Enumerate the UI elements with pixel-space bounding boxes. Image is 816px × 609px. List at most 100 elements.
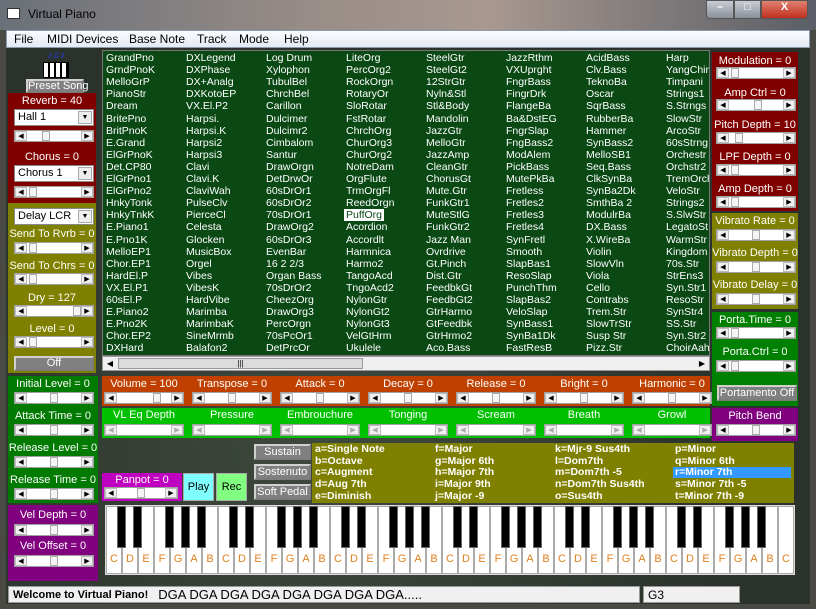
black-key[interactable]: [629, 506, 638, 548]
instrument-item[interactable]: Harmo2: [346, 257, 384, 270]
instrument-item[interactable]: 60sStrng: [666, 136, 709, 149]
scroll-right-icon[interactable]: ▶: [81, 337, 93, 347]
scroll-right-icon[interactable]: ▶: [523, 425, 535, 435]
instrument-item[interactable]: FlangeBa: [506, 100, 551, 113]
instrument-item[interactable]: DX+Analg: [186, 76, 234, 89]
scroll-right-icon[interactable]: ▶: [783, 425, 795, 435]
lpf-depth-slider[interactable]: ◀ ▶: [716, 164, 796, 176]
vel-depth-slider[interactable]: ◀ ▶: [14, 524, 94, 536]
slider-thumb[interactable]: [580, 393, 588, 403]
instrument-item[interactable]: SteelGt2: [426, 64, 467, 77]
scroll-right-icon[interactable]: ▶: [783, 361, 795, 371]
black-key[interactable]: [389, 506, 398, 548]
scroll-right-icon[interactable]: ▶: [783, 133, 795, 143]
instrument-item[interactable]: Accordlt: [346, 233, 384, 246]
instrument-item[interactable]: Strings1: [666, 88, 705, 101]
instrument-item[interactable]: E.Pno1K: [106, 233, 148, 246]
instrument-item[interactable]: Aco.Bass: [426, 342, 471, 355]
instrument-item[interactable]: E.Piano2: [106, 306, 149, 319]
instrument-item[interactable]: 70sDrOr1: [266, 209, 312, 222]
instrument-item[interactable]: FunkGtr1: [426, 197, 470, 210]
instrument-item[interactable]: NylonGtr: [346, 294, 388, 306]
slider-thumb[interactable]: [137, 488, 145, 498]
instrument-item[interactable]: PuffOrg: [344, 209, 384, 222]
scroll-right-icon[interactable]: ▶: [783, 328, 795, 338]
slider-thumb[interactable]: [734, 133, 743, 143]
scroll-left-icon[interactable]: ◀: [457, 425, 469, 435]
black-key[interactable]: [469, 506, 478, 548]
chord-item[interactable]: n=Dom7th Sus4th: [555, 478, 645, 491]
black-key[interactable]: [293, 506, 302, 548]
instrument-item[interactable]: Santur: [266, 148, 297, 161]
instrument-item[interactable]: E.Pno2K: [106, 318, 148, 331]
instrument-item[interactable]: CheezOrg: [266, 294, 314, 306]
instrument-item[interactable]: FstRotar: [346, 112, 387, 125]
instrument-item[interactable]: Nyln&Stl: [426, 88, 467, 101]
instrument-item[interactable]: Smooth: [506, 245, 543, 258]
menu-track[interactable]: Track: [197, 32, 227, 46]
instrument-item[interactable]: SS.Str: [666, 318, 697, 331]
instrument-item[interactable]: ElGrPnoK: [106, 148, 153, 161]
dry-slider[interactable]: ◀ ▶: [14, 305, 94, 317]
instrument-item[interactable]: E.Piano1: [106, 221, 149, 234]
instrument-item[interactable]: ModulrBa: [586, 209, 631, 222]
instrument-item[interactable]: Fretles3: [506, 209, 544, 222]
instrument-item[interactable]: PunchThm: [506, 281, 557, 294]
instrument-item[interactable]: S.Strngs: [666, 100, 707, 113]
scroll-left-icon[interactable]: ◀: [106, 359, 114, 368]
chord-item[interactable]: l=Dom7th: [555, 454, 604, 467]
instrument-item[interactable]: ElGrPno1: [106, 173, 152, 185]
vibrato-rate-slider[interactable]: ◀ ▶: [716, 229, 796, 241]
black-key[interactable]: [677, 506, 686, 548]
instrument-item[interactable]: FngBass2: [506, 136, 554, 149]
instrument-item[interactable]: SynBass2: [586, 136, 634, 149]
scroll-right-icon[interactable]: ▶: [783, 165, 795, 175]
slider-thumb[interactable]: [73, 306, 81, 316]
black-key[interactable]: [565, 506, 574, 548]
instrument-item[interactable]: RotaryOr: [346, 88, 389, 101]
menu-base-note[interactable]: Base Note: [129, 32, 186, 46]
instrument-item[interactable]: Balafon2: [186, 342, 228, 355]
slider-thumb[interactable]: [731, 197, 740, 207]
instrument-item[interactable]: Trem.Str: [586, 306, 627, 319]
instrument-item[interactable]: HardEl.P: [106, 269, 149, 282]
scrollbar-thumb[interactable]: |||: [118, 358, 363, 369]
black-key[interactable]: [117, 506, 126, 548]
tone-slider[interactable]: ◀ ▶: [368, 392, 448, 404]
instrument-item[interactable]: CleanGtr: [426, 160, 469, 173]
scroll-right-icon[interactable]: ▶: [81, 131, 93, 141]
instrument-item[interactable]: GrndPnoK: [106, 64, 156, 77]
instrument-item[interactable]: TubulBel: [266, 76, 308, 89]
scroll-left-icon[interactable]: ◀: [369, 425, 381, 435]
instrument-item[interactable]: 12StrGtr: [426, 76, 466, 89]
black-key[interactable]: [309, 506, 318, 548]
instrument-item[interactable]: VX.El.P2: [186, 100, 229, 113]
instrument-item[interactable]: Dist.Gtr: [426, 269, 462, 282]
instrument-item[interactable]: TngoAcd2: [346, 281, 394, 294]
scroll-right-icon[interactable]: ▶: [611, 393, 623, 403]
slider-thumb[interactable]: [752, 294, 760, 304]
instrument-item[interactable]: Seq.Bass: [586, 160, 631, 173]
instrument-item[interactable]: ChrchBel: [266, 88, 310, 101]
instrument-item[interactable]: Glocken: [186, 233, 225, 246]
instrument-item[interactable]: ResoSlap: [506, 269, 552, 282]
scroll-right-icon[interactable]: ▶: [81, 393, 93, 403]
scroll-left-icon[interactable]: ◀: [15, 393, 27, 403]
slider-thumb[interactable]: [752, 425, 760, 435]
scroll-left-icon[interactable]: ◀: [15, 337, 27, 347]
vel-offset-slider[interactable]: ◀ ▶: [14, 555, 94, 567]
instrument-item[interactable]: Contrabs: [586, 294, 629, 306]
instrument-item[interactable]: FngrSlap: [506, 124, 549, 137]
chord-item[interactable]: t=Minor 7th -9: [675, 489, 745, 502]
instrument-item[interactable]: PianoStr: [106, 88, 147, 101]
instrument-item[interactable]: VXUprght: [506, 64, 552, 77]
instrument-item[interactable]: Harpsi3: [186, 148, 223, 161]
instrument-item[interactable]: ArcoStr: [666, 124, 702, 137]
slider-thumb[interactable]: [29, 274, 38, 284]
instrument-item[interactable]: Orgel: [186, 257, 212, 270]
scroll-left-icon[interactable]: ◀: [457, 393, 469, 403]
instrument-item[interactable]: DXLegend: [186, 52, 236, 64]
scroll-right-icon[interactable]: ▶: [81, 457, 93, 467]
instrument-item[interactable]: LegatoSt: [666, 221, 709, 234]
